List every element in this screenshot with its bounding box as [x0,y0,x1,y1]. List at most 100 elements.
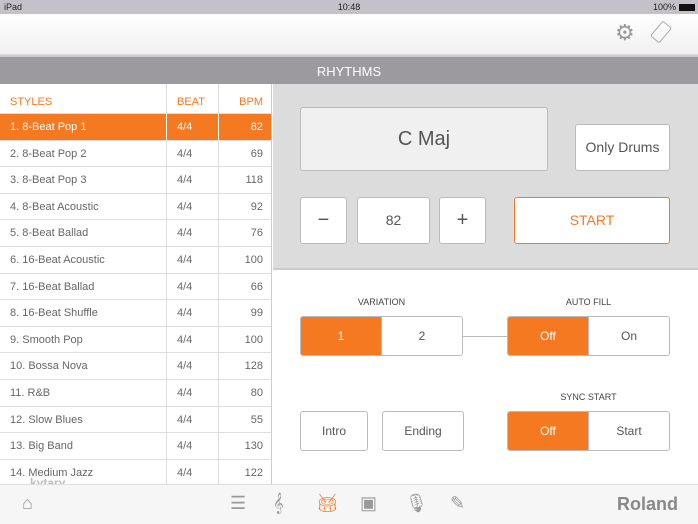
song-list-icon[interactable]: ☰ [230,493,247,513]
header-bpm: BPM [218,84,271,113]
sync-start-label: SYNC START [560,392,617,402]
beat: 4/4 [166,140,218,167]
drum-icon[interactable]: 🥁︎ [316,493,339,513]
beat: 4/4 [166,433,218,459]
tempo-plus-button[interactable]: + [439,197,486,244]
sync-start-selector: Off Start [507,411,670,451]
variation-selector: 1 2 [300,316,463,356]
list-item[interactable]: 11. R&B 4/4 80 [0,380,271,407]
style-name: 9. Smooth Pop [10,333,83,346]
connector-line [463,336,507,337]
style-name: 3. 8-Beat Pop 3 [10,174,87,187]
bpm: 69 [218,140,271,167]
intro-button[interactable]: Intro [300,411,368,451]
ending-button[interactable]: Ending [382,411,464,451]
list-item[interactable]: 2. 8-Beat Pop 2 4/4 69 [0,140,271,168]
sync-start-off[interactable]: Off [508,412,588,450]
variation-2[interactable]: 2 [381,317,462,355]
auto-fill-label: AUTO FILL [565,297,612,307]
style-name: 7. 16-Beat Ballad [10,280,95,293]
clock: 10:48 [337,2,361,12]
auto-fill-on[interactable]: On [588,317,669,355]
beat: 4/4 [166,353,218,379]
list-item[interactable]: 13. Big Band 4/4 130 [0,433,271,460]
bpm: 122 [218,459,271,484]
styles-list: STYLES BEAT BPM 1. 8-Beat Pop 1 4/4 82 2. 8… [0,84,272,484]
app-header: ⚙ [0,14,698,55]
start-button[interactable]: START [514,197,670,244]
bpm: 100 [218,326,271,353]
bpm: 76 [218,220,271,246]
tempo-minus-button[interactable]: − [300,197,347,244]
bottom-toolbar: ⌂ ☰ 𝄞 🥁︎ ▣ 🎙︎ ✎ Roland [0,484,698,524]
list-item[interactable]: 12. Slow Blues 4/4 55 [0,406,271,434]
bpm: 130 [218,433,271,459]
sheet-icon[interactable]: ▣ [360,493,378,513]
header-styles: STYLES [10,96,53,108]
header-beat: BEAT [166,84,218,113]
beat: 4/4 [166,273,218,300]
score-icon[interactable]: 𝄞 [273,493,284,513]
style-name: 13. Big Band [10,440,73,453]
battery-icon [679,4,695,11]
style-name: 12. Slow Blues [10,413,83,426]
bpm: 66 [218,273,271,300]
bpm: 118 [218,167,271,193]
bpm: 99 [218,300,271,326]
bpm: 92 [218,193,271,220]
list-item[interactable]: 3. 8-Beat Pop 3 4/4 118 [0,167,271,194]
list-item[interactable]: 5. 8-Beat Ballad 4/4 76 [0,220,271,247]
list-item[interactable]: 4. 8-Beat Acoustic 4/4 92 [0,193,271,221]
list-header: STYLES BEAT BPM [0,84,271,114]
beat: 4/4 [166,247,218,273]
tempo-value[interactable]: 82 [357,197,430,244]
device-label: iPad [4,2,23,12]
beat: 4/4 [166,114,218,140]
list-item[interactable]: 8. 16-Beat Shuffle 4/4 99 [0,300,271,327]
auto-fill-off[interactable]: Off [508,317,588,355]
style-name: 5. 8-Beat Ballad [10,227,89,240]
beat: 4/4 [166,326,218,353]
microphone-icon[interactable]: 🎙︎ [405,493,428,513]
beat: 4/4 [166,459,218,484]
roland-logo: Roland [617,494,678,514]
gear-icon[interactable]: ⚙ [615,20,635,45]
style-name: 11. R&B [10,387,51,399]
beat: 4/4 [166,193,218,220]
style-name: 2. 8-Beat Pop 2 [10,147,87,160]
style-name: 14. Medium Jazz [10,466,94,479]
auto-fill-selector: Off On [507,316,670,356]
bpm: 100 [218,247,271,273]
remote-icon[interactable] [649,20,673,44]
only-drums-button[interactable]: Only Drums [575,124,670,171]
beat: 4/4 [166,380,218,406]
list-item[interactable]: 10. Bossa Nova 4/4 128 [0,353,271,380]
beat: 4/4 [166,406,218,433]
bpm: 55 [218,406,271,433]
list-item[interactable]: 9. Smooth Pop 4/4 100 [0,326,271,354]
beat: 4/4 [166,220,218,246]
notes-icon[interactable]: ✎ [450,493,466,513]
battery-label: 100% [652,2,676,12]
list-item[interactable]: 7. 16-Beat Ballad 4/4 66 [0,273,271,301]
bpm: 82 [218,114,271,140]
style-name: 4. 8-Beat Acoustic [10,200,99,213]
style-name: 6. 16-Beat Acoustic [10,254,105,266]
list-item[interactable]: 14. Medium Jazz 4/4 122 [0,459,271,484]
style-name: 8. 16-Beat Shuffle [10,307,98,320]
bpm: 128 [218,353,271,379]
sync-start-start[interactable]: Start [588,412,669,450]
variation-1[interactable]: 1 [301,317,381,355]
style-name: 1. 8-Beat Pop 1 [10,121,87,133]
home-icon[interactable]: ⌂ [22,493,33,513]
style-name: 10. Bossa Nova [10,360,88,373]
page-title: RHYTHMS [0,55,698,84]
beat: 4/4 [166,167,218,193]
chord-display[interactable]: C Maj [300,107,548,171]
bpm: 80 [218,380,271,406]
beat: 4/4 [166,300,218,326]
status-bar: iPad 10:48 100% [0,0,698,14]
variation-label: VARIATION [357,297,406,307]
list-item[interactable]: 6. 16-Beat Acoustic 4/4 100 [0,247,271,274]
list-item[interactable]: 1. 8-Beat Pop 1 4/4 82 [0,114,271,141]
